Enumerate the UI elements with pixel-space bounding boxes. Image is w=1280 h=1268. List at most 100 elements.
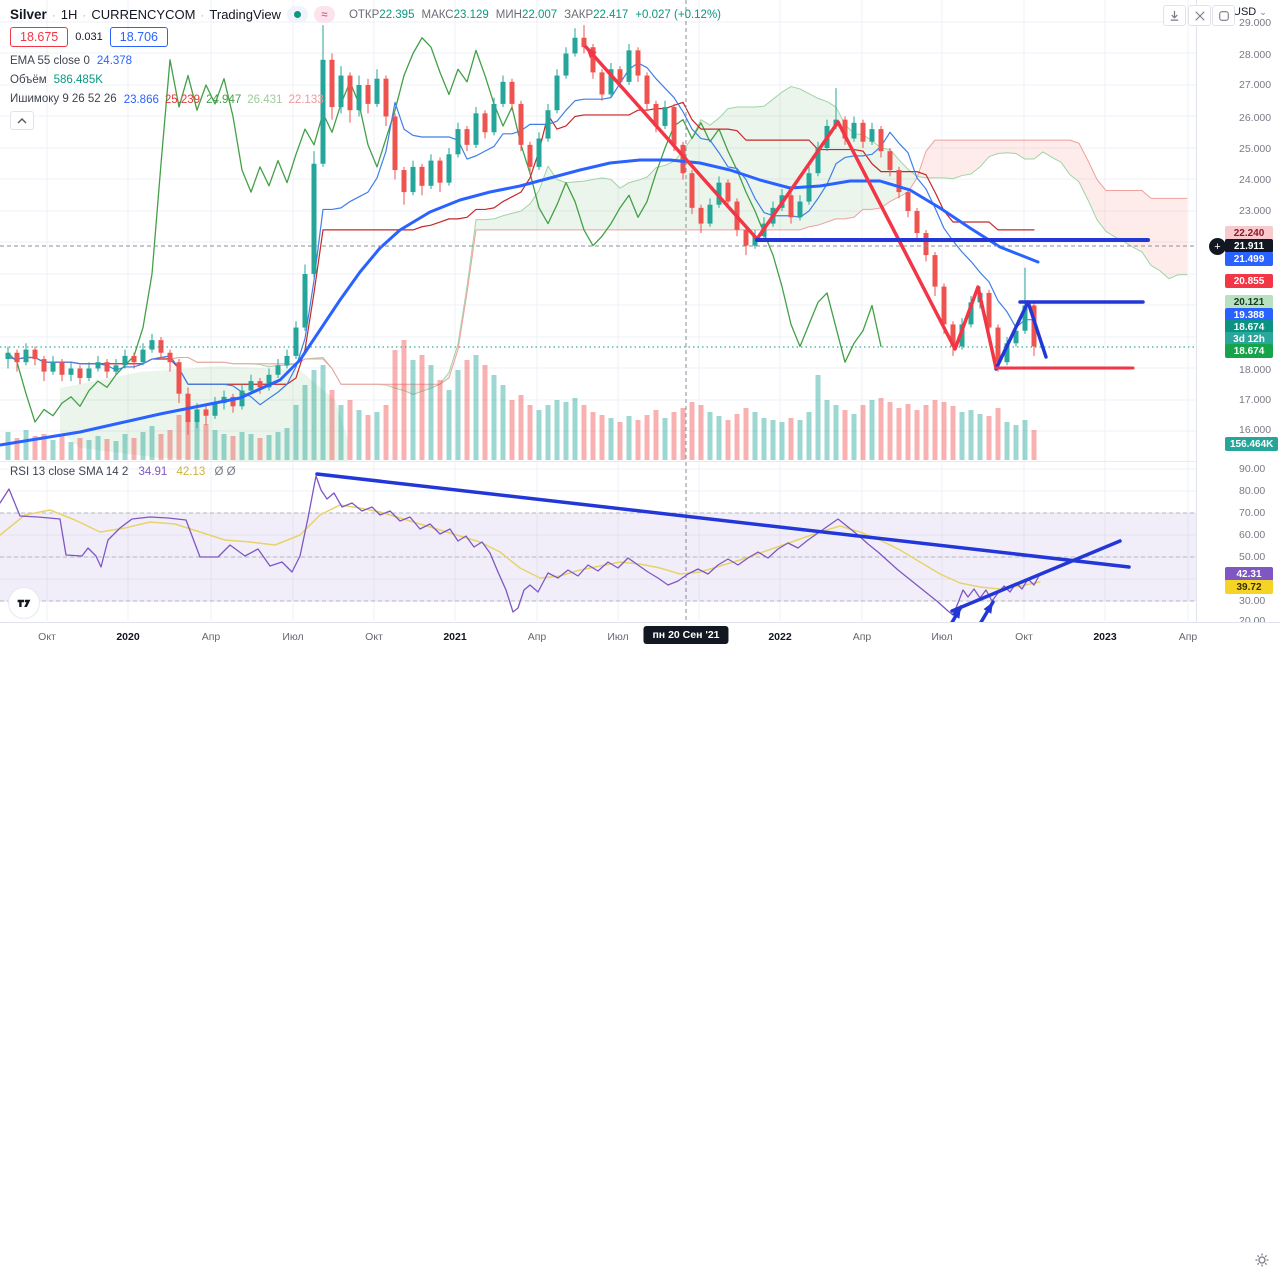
volume-bar xyxy=(581,405,587,460)
rsi-tick-label: 70.00 xyxy=(1239,507,1266,519)
volume-bar xyxy=(896,408,902,460)
volume-bar xyxy=(455,370,461,460)
brand-name[interactable]: TradingView xyxy=(209,7,281,22)
currency-selector[interactable]: USD ⌄ xyxy=(1233,6,1267,18)
candle-body xyxy=(203,409,209,416)
candle-body xyxy=(374,78,380,104)
pane-separator[interactable] xyxy=(0,461,1196,462)
candle-body xyxy=(5,352,11,360)
collapse-pane-button[interactable] xyxy=(1188,5,1211,26)
candle-body xyxy=(1031,305,1037,347)
rsi-indicator-row[interactable]: RSI 13 close SMA 14 2 34.91 42.13 Ø Ø xyxy=(10,466,236,478)
price-tick-label: 28.000 xyxy=(1239,49,1272,61)
candle-body xyxy=(851,122,857,139)
volume-bar xyxy=(104,439,110,460)
volume-bar xyxy=(401,340,407,460)
exchange-name[interactable]: CURRENCYCOM xyxy=(91,7,196,22)
price-tick-label: 18.000 xyxy=(1239,364,1272,376)
time-scale[interactable]: пн 20 Сен '21 Окт 2020 Апр Июл Окт 2021 Апр Июл… xyxy=(0,622,1280,1267)
ichimoku-cloud xyxy=(1151,198,1160,271)
drawing-rsi-ascending-trendline[interactable] xyxy=(950,539,1122,613)
volume-bar xyxy=(473,355,479,460)
volume-bar xyxy=(221,434,227,460)
candle-body xyxy=(410,166,416,193)
price-level-label: 21.911 xyxy=(1225,239,1273,253)
candle-body xyxy=(320,59,326,164)
volume-bar xyxy=(509,400,515,460)
ichimoku-cloud xyxy=(827,101,836,223)
candle-body xyxy=(617,69,623,82)
drawing-arrow-head[interactable] xyxy=(951,607,961,619)
ichimoku-indicator-row[interactable]: Ишимоку 9 26 52 26 23.866 25.239 24.947 26.… xyxy=(10,92,324,106)
ichimoku-value: 25.239 xyxy=(164,93,201,106)
candle-body xyxy=(959,324,965,347)
volume-bar xyxy=(563,402,569,460)
volume-bar xyxy=(239,432,245,460)
volume-bar xyxy=(212,430,218,460)
drawing-rsi-descending-trendline[interactable] xyxy=(315,472,1131,569)
crosshair-date-tooltip: пн 20 Сен '21 xyxy=(643,626,729,644)
ema-indicator-row[interactable]: EMA 55 close 0 24.378 xyxy=(10,54,133,67)
ichimoku-cloud xyxy=(638,177,647,230)
ichimoku-cloud xyxy=(953,140,962,179)
candle-body xyxy=(914,211,920,234)
change-value: +0.027 (+0.12%) xyxy=(635,8,721,21)
download-button[interactable] xyxy=(1163,5,1186,26)
volume-bar xyxy=(779,422,785,460)
candle-body xyxy=(590,47,596,73)
ichimoku-cloud xyxy=(746,107,755,230)
ichimoku-cloud xyxy=(557,179,566,230)
candle-body xyxy=(707,204,713,224)
rsi-tick-label: 60.00 xyxy=(1239,529,1266,541)
candle-body xyxy=(752,236,758,246)
drawing-arrow-head[interactable] xyxy=(586,47,597,59)
candle-body xyxy=(14,352,20,363)
volume-bar xyxy=(347,400,353,460)
settings-gear-icon[interactable] xyxy=(1254,1252,1270,1268)
volume-bar xyxy=(194,412,200,460)
rsi-tick-label: 90.00 xyxy=(1239,463,1266,475)
candle-body xyxy=(455,129,461,155)
bid-price-button[interactable]: 18.675 xyxy=(10,26,69,47)
volume-bar xyxy=(482,365,488,460)
ichimoku-cloud xyxy=(1097,179,1106,232)
candle-body xyxy=(563,53,569,76)
candle-body xyxy=(1004,343,1010,363)
price-level-label: 18.674 xyxy=(1225,344,1273,358)
legend: Silver · 1H · CURRENCYCOM · TradingView … xyxy=(10,5,728,108)
candle-body xyxy=(635,50,641,76)
candle-body xyxy=(950,324,956,347)
ask-price-button[interactable]: 18.706 xyxy=(109,26,168,47)
fullscreen-button[interactable] xyxy=(1212,5,1235,26)
ichimoku-cloud xyxy=(1142,190,1151,266)
drawing-arrow-head[interactable] xyxy=(983,602,993,614)
volume-bar xyxy=(959,412,965,460)
ichimoku-cloud xyxy=(701,119,710,230)
volume-indicator-row[interactable]: Объём 586.485K xyxy=(10,73,103,86)
ideas-icon[interactable]: ≈ xyxy=(313,6,335,23)
price-scale[interactable]: 29.000 28.000 27.000 26.000 25.000 24.000 23.0… xyxy=(1196,0,1280,627)
candle-body xyxy=(158,340,164,353)
symbol-name[interactable]: Silver xyxy=(10,7,47,22)
candle-body xyxy=(212,403,218,416)
ichimoku-cloud xyxy=(539,166,548,230)
volume-bar xyxy=(590,412,596,460)
market-status-icon[interactable] xyxy=(286,6,308,23)
candle-body xyxy=(626,50,632,82)
price-chart-canvas[interactable] xyxy=(0,0,1280,654)
candle-body xyxy=(284,355,290,366)
tradingview-logo[interactable] xyxy=(8,587,40,619)
low-value: 22.007 xyxy=(521,8,558,21)
candle-body xyxy=(293,327,299,356)
ichimoku-cloud xyxy=(1133,190,1142,252)
drawing-blue-zigzag[interactable] xyxy=(994,300,1048,371)
crosshair-price-add-icon[interactable]: + xyxy=(1209,238,1226,255)
candle-body xyxy=(68,368,74,375)
ichimoku-value: 26.431 xyxy=(247,93,283,106)
collapse-legend-button[interactable] xyxy=(10,111,34,130)
candle-body xyxy=(329,59,335,108)
ohlc-readout: ОТКР22.395 МАКС23.129 МИН22.007 ЗАКР22.417 +… xyxy=(348,8,721,21)
timeframe[interactable]: 1H xyxy=(60,7,78,22)
drawing-red-trend-zigzag[interactable] xyxy=(584,45,998,370)
